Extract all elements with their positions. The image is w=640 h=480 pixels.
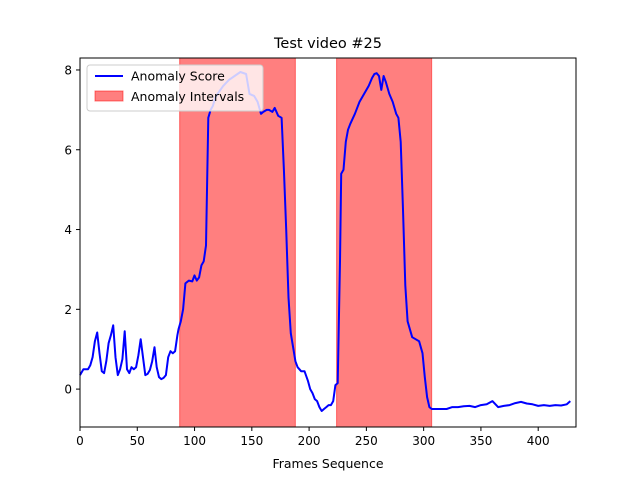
x-tick-label: 350: [469, 434, 492, 448]
y-tick-label: 6: [64, 143, 72, 157]
y-axis-ticks: 0 2 4 6 8: [64, 63, 80, 397]
x-tick-label: 400: [527, 434, 550, 448]
x-axis-ticks: 0 50 100 150 200 250 300 350 400: [76, 427, 550, 448]
y-tick-label: 0: [64, 383, 72, 397]
x-tick-label: 200: [298, 434, 321, 448]
x-tick-label: 250: [355, 434, 378, 448]
chart-title: Test video #25: [273, 36, 382, 52]
x-axis-label: Frames Sequence: [272, 456, 383, 471]
x-tick-label: 100: [183, 434, 206, 448]
y-tick-label: 2: [64, 303, 72, 317]
x-tick-label: 0: [76, 434, 84, 448]
anomaly-interval-1: [179, 57, 296, 428]
legend-label-intervals: Anomaly Intervals: [131, 89, 244, 104]
y-tick-label: 4: [64, 223, 72, 237]
anomaly-intervals: [179, 57, 433, 428]
legend-box: [86, 64, 264, 112]
anomaly-score-series: [79, 71, 571, 412]
anomaly-score-line: [79, 71, 571, 412]
anomaly-interval-2: [336, 57, 433, 428]
legend-patch-swatch: [94, 90, 124, 102]
x-tick-label: 300: [412, 434, 435, 448]
x-tick-label: 150: [240, 434, 263, 448]
plot-frame: [79, 57, 577, 428]
legend: Anomaly Score Anomaly Intervals: [86, 64, 264, 112]
y-tick-label: 8: [64, 63, 72, 77]
x-tick-label: 50: [130, 434, 145, 448]
legend-label-score: Anomaly Score: [131, 69, 225, 84]
